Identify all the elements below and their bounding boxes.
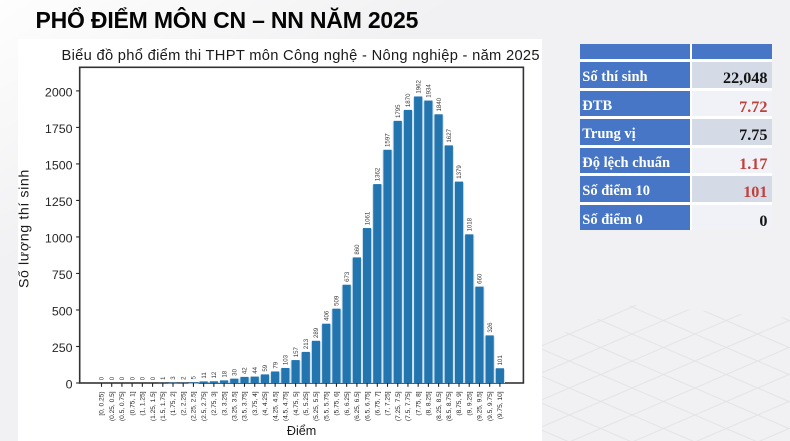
svg-text:0: 0 bbox=[129, 377, 136, 381]
svg-text:289: 289 bbox=[313, 328, 320, 339]
svg-text:660: 660 bbox=[476, 273, 483, 284]
svg-text:(2, 2.25]: (2, 2.25] bbox=[180, 392, 187, 416]
svg-text:(3.75, 4]: (3.75, 4] bbox=[251, 392, 258, 416]
svg-text:103: 103 bbox=[282, 355, 289, 366]
svg-text:(4.5, 4.75]: (4.5, 4.75] bbox=[282, 392, 289, 422]
svg-text:1934: 1934 bbox=[425, 84, 432, 98]
svg-text:(1.25, 1.5]: (1.25, 1.5] bbox=[149, 392, 156, 422]
svg-text:1000: 1000 bbox=[44, 232, 72, 246]
svg-text:2000: 2000 bbox=[44, 86, 72, 100]
svg-text:(7, 7.25]: (7, 7.25] bbox=[384, 392, 391, 416]
svg-text:(7.5, 7.75]: (7.5, 7.75] bbox=[405, 392, 412, 422]
svg-text:326: 326 bbox=[486, 322, 493, 333]
svg-text:1: 1 bbox=[159, 376, 166, 380]
svg-text:673: 673 bbox=[343, 272, 350, 283]
svg-text:(4.75, 5]: (4.75, 5] bbox=[292, 392, 299, 416]
svg-text:250: 250 bbox=[51, 341, 72, 355]
svg-text:1500: 1500 bbox=[44, 159, 72, 173]
svg-text:(2.75, 3]: (2.75, 3] bbox=[211, 392, 218, 416]
svg-text:1362: 1362 bbox=[374, 168, 381, 182]
svg-text:3: 3 bbox=[170, 376, 177, 380]
svg-text:(0.75, 1]: (0.75, 1] bbox=[129, 392, 136, 416]
svg-text:59: 59 bbox=[262, 365, 269, 372]
svg-text:(8, 8.25]: (8, 8.25] bbox=[425, 392, 432, 416]
svg-text:0: 0 bbox=[98, 377, 105, 381]
svg-text:(9.75, 10]: (9.75, 10] bbox=[497, 392, 504, 420]
svg-text:(2.25, 2.5]: (2.25, 2.5] bbox=[190, 392, 197, 422]
svg-text:(4, 4.25]: (4, 4.25] bbox=[262, 392, 269, 416]
svg-text:2: 2 bbox=[180, 376, 187, 380]
svg-text:(6, 6.25]: (6, 6.25] bbox=[343, 392, 350, 416]
svg-text:(0.25, 0.5]: (0.25, 0.5] bbox=[108, 392, 115, 422]
svg-text:(9.25, 9.5]: (9.25, 9.5] bbox=[476, 392, 483, 422]
svg-text:213: 213 bbox=[303, 339, 310, 350]
svg-text:(3, 3.25]: (3, 3.25] bbox=[221, 392, 228, 416]
svg-text:(2.5, 2.75]: (2.5, 2.75] bbox=[200, 392, 207, 422]
svg-text:30: 30 bbox=[231, 369, 238, 376]
svg-text:5: 5 bbox=[190, 376, 197, 380]
svg-text:0: 0 bbox=[65, 378, 72, 392]
svg-text:1379: 1379 bbox=[456, 165, 463, 179]
svg-text:11: 11 bbox=[200, 372, 207, 379]
svg-text:0: 0 bbox=[119, 377, 126, 381]
svg-text:44: 44 bbox=[251, 367, 258, 374]
svg-text:0: 0 bbox=[139, 377, 146, 381]
svg-text:157: 157 bbox=[292, 347, 299, 358]
svg-text:0: 0 bbox=[149, 377, 156, 381]
svg-text:(5.5, 5.75]: (5.5, 5.75] bbox=[323, 392, 330, 422]
svg-text:(5.25, 5.5]: (5.25, 5.5] bbox=[313, 392, 320, 422]
svg-text:Biểu đồ phổ điểm thi THPT môn: Biểu đồ phổ điểm thi THPT môn Công nghệ … bbox=[61, 48, 539, 64]
svg-text:1795: 1795 bbox=[394, 104, 401, 118]
svg-text:(9.5, 9.75]: (9.5, 9.75] bbox=[486, 392, 493, 422]
svg-text:(9, 9.25]: (9, 9.25] bbox=[466, 392, 473, 416]
svg-text:12: 12 bbox=[211, 371, 218, 378]
svg-text:509: 509 bbox=[333, 295, 340, 306]
svg-text:(7.75, 8]: (7.75, 8] bbox=[415, 392, 422, 416]
svg-text:500: 500 bbox=[51, 305, 72, 319]
svg-text:(4.25, 4.5]: (4.25, 4.5] bbox=[272, 392, 279, 422]
svg-text:(5.75, 6]: (5.75, 6] bbox=[333, 392, 340, 416]
svg-text:(8.75, 9]: (8.75, 9] bbox=[456, 392, 463, 416]
svg-text:79: 79 bbox=[272, 362, 279, 369]
svg-text:42: 42 bbox=[241, 367, 248, 374]
svg-text:1061: 1061 bbox=[364, 211, 371, 225]
svg-text:1250: 1250 bbox=[44, 195, 72, 209]
svg-text:860: 860 bbox=[354, 244, 361, 255]
svg-text:1627: 1627 bbox=[446, 129, 453, 143]
svg-text:(6.75, 7]: (6.75, 7] bbox=[374, 392, 381, 416]
svg-text:18: 18 bbox=[221, 371, 228, 378]
svg-text:(6.25, 6.5]: (6.25, 6.5] bbox=[354, 392, 361, 422]
svg-text:1870: 1870 bbox=[405, 93, 412, 107]
svg-text:(1.75, 2]: (1.75, 2] bbox=[170, 392, 177, 416]
svg-text:(5, 5.25]: (5, 5.25] bbox=[303, 392, 310, 416]
svg-text:1597: 1597 bbox=[384, 133, 391, 147]
svg-text:1018: 1018 bbox=[466, 218, 473, 232]
svg-text:(1.5, 1.75]: (1.5, 1.75] bbox=[159, 392, 166, 422]
svg-text:(3.5, 3.75]: (3.5, 3.75] bbox=[241, 392, 248, 422]
svg-text:750: 750 bbox=[51, 268, 72, 282]
svg-text:(7.25, 7.5]: (7.25, 7.5] bbox=[394, 392, 401, 422]
svg-text:406: 406 bbox=[323, 311, 330, 322]
svg-text:(3.25, 3.5]: (3.25, 3.5] bbox=[231, 392, 238, 422]
svg-text:Số lượng thí sinh: Số lượng thí sinh bbox=[18, 170, 32, 289]
svg-text:1840: 1840 bbox=[435, 98, 442, 112]
svg-text:1962: 1962 bbox=[415, 80, 422, 94]
svg-text:(8.25, 8.5]: (8.25, 8.5] bbox=[435, 392, 442, 422]
svg-text:(1, 1.25]: (1, 1.25] bbox=[139, 392, 146, 416]
svg-text:[0, 0.25): [0, 0.25) bbox=[98, 392, 105, 416]
svg-text:0: 0 bbox=[108, 377, 115, 381]
svg-text:1750: 1750 bbox=[44, 122, 72, 136]
svg-text:(8.5, 8.75]: (8.5, 8.75] bbox=[446, 392, 453, 422]
svg-text:(6.5, 6.75]: (6.5, 6.75] bbox=[364, 392, 371, 422]
svg-text:(0.5, 0.75]: (0.5, 0.75] bbox=[119, 392, 126, 422]
svg-text:101: 101 bbox=[497, 355, 504, 366]
svg-text:Điểm: Điểm bbox=[286, 424, 315, 438]
